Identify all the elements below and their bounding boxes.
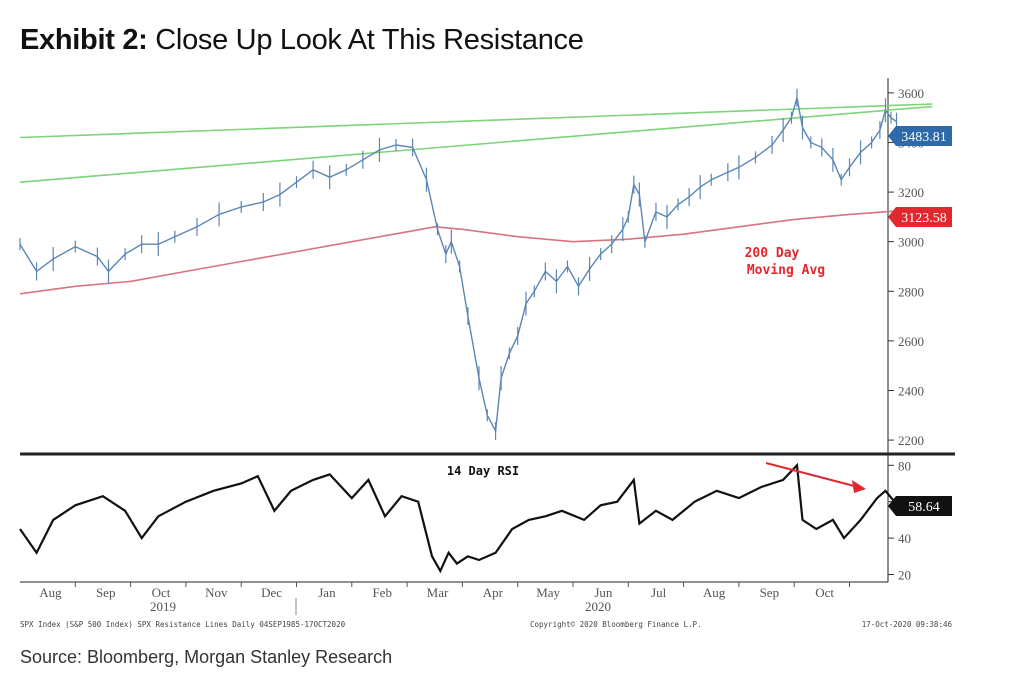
chart-title: Exhibit 2: Close Up Look At This Resista… <box>20 24 584 57</box>
exhibit-title: Close Up Look At This Resistance <box>155 24 584 56</box>
year-label-2020: 2020 <box>585 599 611 614</box>
month-label: Sep <box>96 585 116 600</box>
month-label: Sep <box>760 585 780 600</box>
price-ytick-label: 3000 <box>898 235 924 250</box>
ma200-line <box>19 210 897 295</box>
resistance-line-lower <box>19 105 933 183</box>
month-label: Dec <box>261 585 282 600</box>
rsi-downtrend-arrow <box>765 462 866 493</box>
rsi-ytick-label: 20 <box>898 568 911 583</box>
source-note: Source: Bloomberg, Morgan Stanley Resear… <box>20 647 393 667</box>
footer-right: 17-Oct-2020 09:38:46 <box>862 620 953 629</box>
resistance-line-upper <box>19 103 933 139</box>
month-label: Nov <box>205 585 228 600</box>
rsi-ytick-label: 80 <box>898 458 911 473</box>
rsi-line <box>19 462 898 574</box>
rsi-value-label: 58.64 <box>908 500 940 515</box>
month-label: Jul <box>651 585 667 600</box>
month-label: Aug <box>703 585 726 600</box>
rsi-panel-title: 14 Day RSI <box>447 464 519 478</box>
price-ytick-label: 2400 <box>898 383 924 398</box>
ma-value-tag: 3123.58 <box>888 207 952 227</box>
last-price-tag: 3483.81 <box>888 126 952 146</box>
year-label-2019: 2019 <box>150 599 176 614</box>
rsi-value-tag: 58.64 <box>888 496 952 516</box>
month-label: Feb <box>372 585 392 600</box>
month-label: Oct <box>815 585 834 600</box>
price-ytick-label: 3600 <box>898 86 924 101</box>
month-label: Aug <box>39 585 62 600</box>
price-ytick-label: 2600 <box>898 334 924 349</box>
month-label: Jan <box>318 585 336 600</box>
exhibit-label: Exhibit 2: <box>20 24 148 56</box>
footer-center: Copyright© 2020 Bloomberg Finance L.P. <box>530 620 702 629</box>
month-label: Oct <box>152 585 171 600</box>
price-ytick-label: 3200 <box>898 185 924 200</box>
spx-price-line <box>19 97 897 434</box>
last-price-label: 3483.81 <box>901 130 947 145</box>
price-ytick-label: 2800 <box>898 284 924 299</box>
month-label: Mar <box>427 585 449 600</box>
footer-left: SPX Index (S&P 500 Index) SPX Resistance… <box>20 620 346 629</box>
month-label: Apr <box>483 585 504 600</box>
month-label: May <box>536 585 560 600</box>
ma-annotation-line1: 200 Day <box>745 246 800 261</box>
month-label: Jun <box>594 585 613 600</box>
rsi-ytick-label: 40 <box>898 531 911 546</box>
ma-value-label: 3123.58 <box>901 211 947 226</box>
price-ytick-label: 2200 <box>898 433 924 448</box>
ma-annotation-line2: Moving Avg <box>747 263 825 278</box>
